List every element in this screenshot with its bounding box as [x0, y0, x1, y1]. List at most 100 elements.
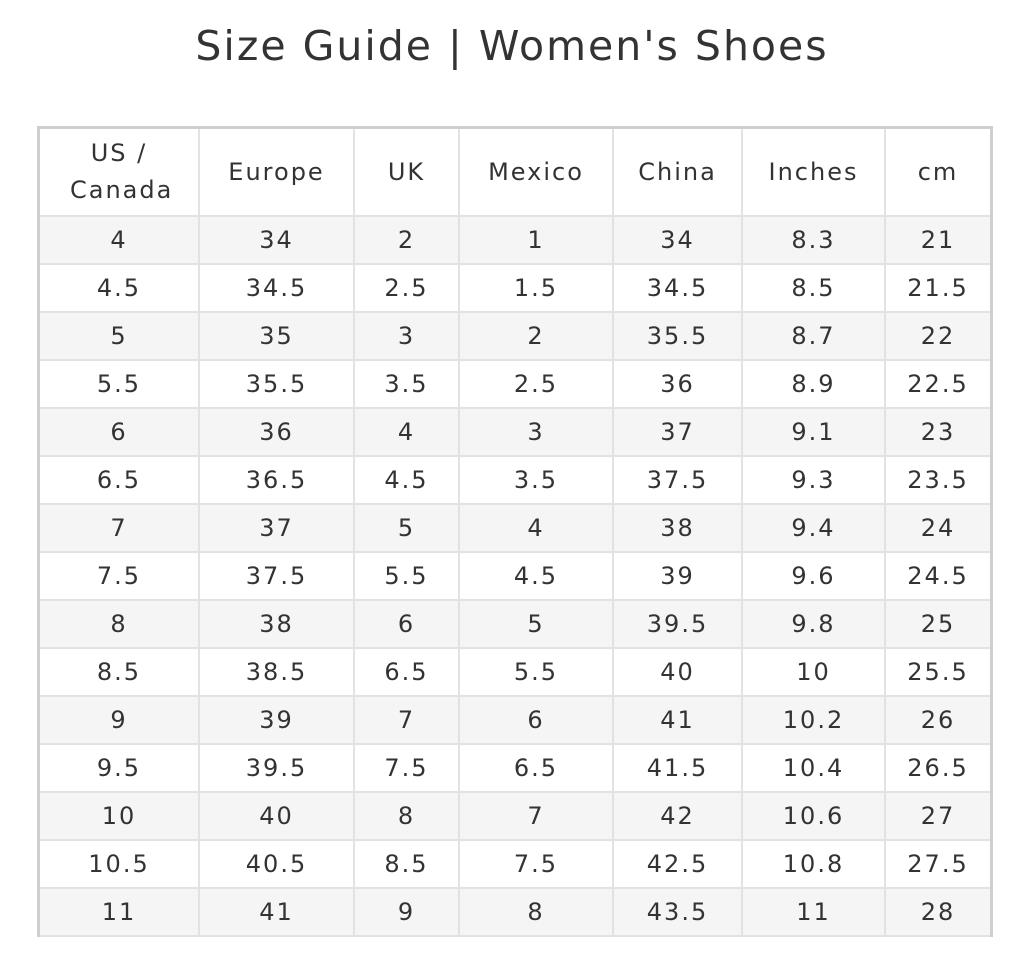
table-cell: 28	[884, 887, 990, 937]
table-cell: 9.1	[741, 407, 886, 457]
table-cell: 5.5	[353, 551, 460, 601]
table-cell: 34	[198, 215, 355, 265]
table-cell: 34.5	[612, 263, 743, 313]
table-cell: 4.5	[458, 551, 614, 601]
table-cell: 38.5	[198, 647, 355, 697]
table-cell: 7.5	[353, 743, 460, 793]
table-cell: 42.5	[612, 839, 743, 889]
table-cell: 34	[612, 215, 743, 265]
table-cell: 6.5	[458, 743, 614, 793]
table-cell: 34.5	[198, 263, 355, 313]
table-cell: 11	[40, 887, 200, 937]
table-cell: 9.3	[741, 455, 886, 505]
table-cell: 26	[884, 695, 990, 745]
table-cell: 35.5	[612, 311, 743, 361]
table-cell: 5.5	[40, 359, 200, 409]
table-cell: 7	[353, 695, 460, 745]
table-cell: 3.5	[458, 455, 614, 505]
column-header: Mexico	[458, 129, 614, 217]
table-cell: 9.6	[741, 551, 886, 601]
table-cell: 42	[612, 791, 743, 841]
table-cell: 4.5	[353, 455, 460, 505]
table-cell: 2	[458, 311, 614, 361]
table-cell: 22.5	[884, 359, 990, 409]
table-cell: 37	[198, 503, 355, 553]
table-cell: 7	[458, 791, 614, 841]
table-cell: 3.5	[353, 359, 460, 409]
table-cell: 35.5	[198, 359, 355, 409]
table-row: 4.5 34.5 2.5 1.5 34.5 8.5 21.5	[40, 263, 990, 313]
table-cell: 26.5	[884, 743, 990, 793]
table-cell: 9.8	[741, 599, 886, 649]
table-cell: 10.2	[741, 695, 886, 745]
table-cell: 11	[741, 887, 886, 937]
table-cell: 41.5	[612, 743, 743, 793]
table-cell: 10.8	[741, 839, 886, 889]
table-cell: 8	[353, 791, 460, 841]
table-cell: 10	[741, 647, 886, 697]
table-cell: 6.5	[40, 455, 200, 505]
table-row: 5.5 35.5 3.5 2.5 36 8.9 22.5	[40, 359, 990, 409]
table-cell: 24.5	[884, 551, 990, 601]
table-cell: 3	[353, 311, 460, 361]
size-table: US / Canada Europe UK Mexico China Inches cm 4…	[40, 129, 990, 937]
table-cell: 39	[612, 551, 743, 601]
table-cell: 41	[198, 887, 355, 937]
column-header: UK	[353, 129, 460, 217]
table-cell: 27.5	[884, 839, 990, 889]
table-cell: 10.5	[40, 839, 200, 889]
table-cell: 39.5	[612, 599, 743, 649]
table-row: 4 34 2 1 34 8.3 21	[40, 215, 990, 265]
table-cell: 4	[458, 503, 614, 553]
table-cell: 10	[40, 791, 200, 841]
table-cell: 8.5	[40, 647, 200, 697]
table-cell: 25	[884, 599, 990, 649]
table-cell: 5.5	[458, 647, 614, 697]
table-cell: 37.5	[612, 455, 743, 505]
table-cell: 38	[198, 599, 355, 649]
table-row: 7 37 5 4 38 9.4 24	[40, 503, 990, 553]
table-cell: 24	[884, 503, 990, 553]
table-cell: 8.3	[741, 215, 886, 265]
table-cell: 38	[612, 503, 743, 553]
table-cell: 36	[612, 359, 743, 409]
size-table-container: US / Canada Europe UK Mexico China Inches cm 4…	[37, 126, 993, 937]
table-cell: 1.5	[458, 263, 614, 313]
table-row: 9.5 39.5 7.5 6.5 41.5 10.4 26.5	[40, 743, 990, 793]
table-cell: 23.5	[884, 455, 990, 505]
table-row: 10 40 8 7 42 10.6 27	[40, 791, 990, 841]
table-cell: 39	[198, 695, 355, 745]
table-cell: 27	[884, 791, 990, 841]
table-row: 8.5 38.5 6.5 5.5 40 10 25.5	[40, 647, 990, 697]
table-cell: 10.6	[741, 791, 886, 841]
table-cell: 4	[40, 215, 200, 265]
page-title: Size Guide | Women's Shoes	[195, 22, 829, 70]
table-cell: 4	[353, 407, 460, 457]
table-cell: 43.5	[612, 887, 743, 937]
table-cell: 5	[458, 599, 614, 649]
table-cell: 37	[612, 407, 743, 457]
table-cell: 35	[198, 311, 355, 361]
table-row: 6 36 4 3 37 9.1 23	[40, 407, 990, 457]
header-row: US / Canada Europe UK Mexico China Inches cm	[40, 129, 990, 217]
table-row: 7.5 37.5 5.5 4.5 39 9.6 24.5	[40, 551, 990, 601]
table-row: 10.5 40.5 8.5 7.5 42.5 10.8 27.5	[40, 839, 990, 889]
table-cell: 40.5	[198, 839, 355, 889]
table-cell: 25.5	[884, 647, 990, 697]
table-cell: 3	[458, 407, 614, 457]
table-cell: 5	[353, 503, 460, 553]
table-cell: 8.5	[353, 839, 460, 889]
table-cell: 21	[884, 215, 990, 265]
table-cell: 37.5	[198, 551, 355, 601]
table-cell: 36.5	[198, 455, 355, 505]
table-cell: 36	[198, 407, 355, 457]
table-cell: 7	[40, 503, 200, 553]
table-cell: 8.5	[741, 263, 886, 313]
table-cell: 8	[40, 599, 200, 649]
table-cell: 8.7	[741, 311, 886, 361]
column-header: Europe	[198, 129, 355, 217]
table-cell: 6	[353, 599, 460, 649]
table-cell: 7.5	[40, 551, 200, 601]
column-header: Inches	[741, 129, 886, 217]
table-cell: 9	[40, 695, 200, 745]
